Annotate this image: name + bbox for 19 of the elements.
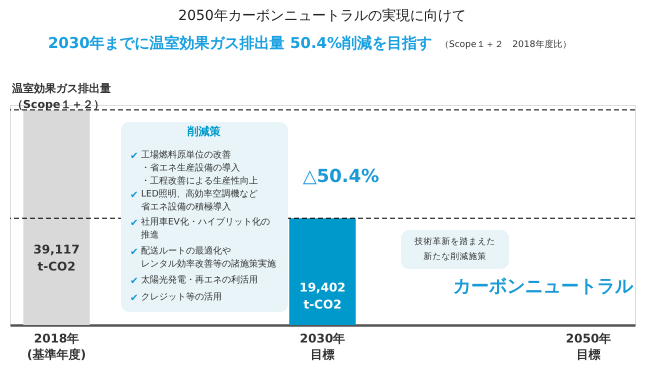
annotation: △50.4%: [302, 166, 380, 187]
annotation: ✔太陽光発電・再エネの利活用: [130, 274, 258, 287]
annotation: ✔工場燃料原単位の改善・省エネ生産設備の導入・工程改善による生産性向上: [130, 150, 258, 187]
annotation: ✔クレジット等の活用: [130, 292, 222, 304]
x-tick-label: 2018年(基準年度): [27, 332, 86, 362]
x-tick-label: 2030年目標: [300, 332, 346, 362]
data-label: 19,402 t-CO2: [299, 280, 346, 312]
annotation: ✔配送ルートの最適化やレンタル効率改善等の諸施策実施: [130, 246, 276, 270]
chart-subtitle: 2030年までに温室効果ガス排出量 50.4%削減を目指す: [48, 34, 432, 52]
annotation: 削減策: [186, 125, 222, 138]
annotation: ✔社用車EV化・ハイブリット化の推進: [130, 216, 270, 241]
y-axis-title: 温室効果ガス排出量（Scope１＋２）: [11, 82, 111, 111]
chart-title: 2050年カーボンニュートラルの実現に向けて: [178, 8, 466, 24]
annotation: カーボンニュートラル: [453, 276, 634, 297]
data-label: 39,117 t-CO2: [33, 242, 80, 274]
text: （Scope１＋２ 2018年度比）: [440, 39, 572, 50]
annotation: ✔LED照明、高効率空調機など省エネ設備の積極導入: [130, 188, 258, 213]
x-tick-label: 2050年目標: [566, 332, 612, 362]
annotation: 技術革新を踏まえた新たな削減施策: [414, 236, 496, 262]
